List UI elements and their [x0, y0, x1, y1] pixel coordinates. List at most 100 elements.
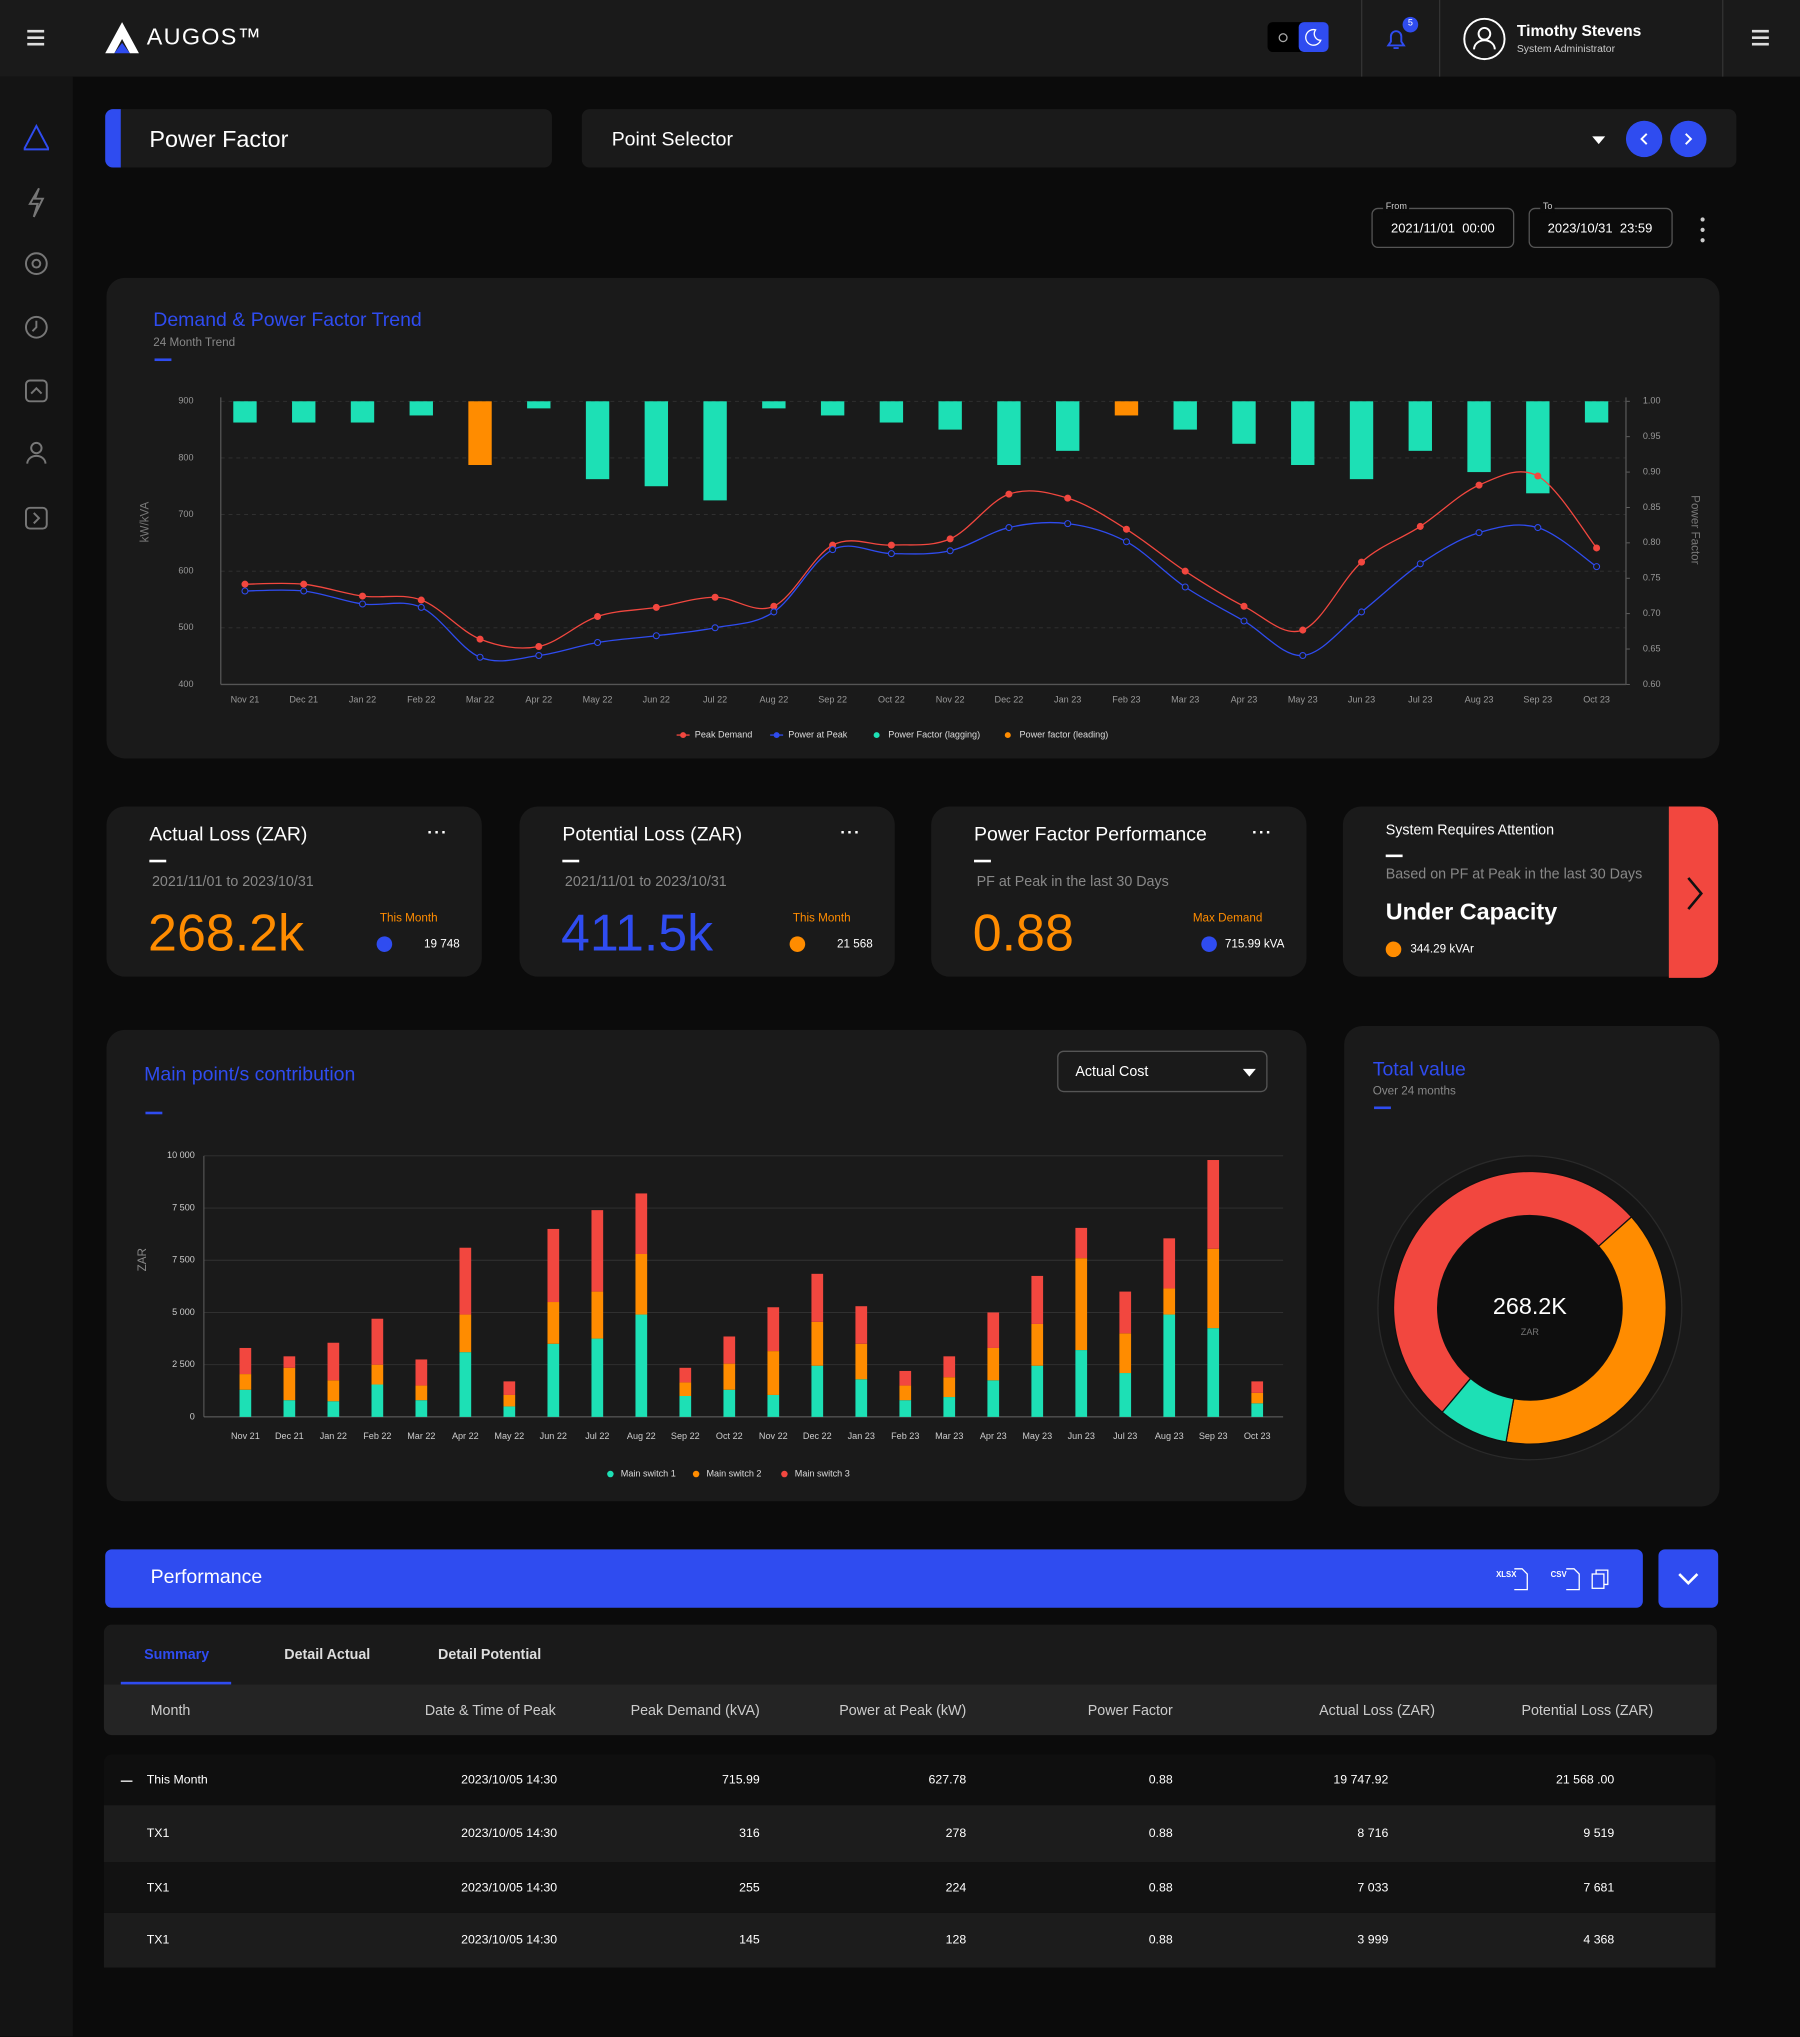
table-cell: 316 — [739, 1826, 760, 1841]
page-title-box — [105, 109, 552, 168]
kpi-menu[interactable]: ··· — [840, 822, 862, 842]
table-cell: 2023/10/05 14:30 — [461, 1826, 558, 1841]
pager — [1625, 120, 1707, 158]
kpi-side-value: 19 748 — [423, 937, 460, 951]
alert-strip[interactable] — [1668, 806, 1719, 978]
underline — [145, 1111, 163, 1114]
kpi-subtitle: 2021/11/01 to 2023/10/31 — [564, 874, 727, 891]
export-icons — [1514, 1568, 1609, 1591]
table-cell: TX1 — [146, 1826, 170, 1841]
menu-button[interactable] — [23, 26, 49, 49]
tab-underline — [120, 1681, 232, 1685]
kpi-dash — [1385, 854, 1403, 857]
collapse-button[interactable] — [1658, 1549, 1719, 1608]
table-cell: 2023/10/05 14:30 — [461, 1880, 558, 1895]
sun-icon — [1278, 33, 1288, 43]
kpi-card — [1342, 806, 1719, 977]
chart-title: Main point/s contribution — [144, 1063, 356, 1086]
kpi-menu[interactable]: ··· — [427, 822, 449, 842]
table-row[interactable] — [103, 1805, 1716, 1863]
table-header — [103, 1684, 1717, 1736]
kpi-side-value: 344.29 kVAr — [1410, 942, 1474, 956]
table-cell: 0.88 — [1148, 1880, 1173, 1895]
collapse-icon[interactable] — [120, 1779, 133, 1782]
column-header: Actual Loss (ZAR) — [1319, 1703, 1436, 1719]
avatar[interactable] — [1462, 17, 1506, 61]
export-xlsx[interactable]: XLSX — [1496, 1571, 1517, 1580]
date-from-value: 2021/11/01 00:00 — [1390, 222, 1495, 237]
nav-logout[interactable] — [24, 506, 48, 530]
nav-reports[interactable] — [24, 379, 48, 403]
kpi-value: 411.5k — [561, 905, 714, 963]
performance-bar — [105, 1549, 1643, 1608]
date-to-value: 2023/10/31 23:59 — [1547, 222, 1653, 237]
table-cell: 278 — [945, 1826, 967, 1841]
column-header: Power at Peak (kW) — [839, 1703, 967, 1719]
kpi-title: Potential Loss (ZAR) — [562, 823, 743, 846]
sidebar-icons — [23, 123, 50, 530]
nav-energy[interactable] — [28, 187, 45, 218]
cost-dropdown-label: Actual Cost — [1075, 1064, 1149, 1080]
kpi-value: Under Capacity — [1385, 898, 1558, 925]
point-selector[interactable] — [581, 109, 1737, 168]
date-from-label: From — [1383, 202, 1410, 214]
column-header: Month — [150, 1703, 191, 1719]
chart-title: Total value — [1372, 1058, 1466, 1081]
table-cell: 2023/10/05 14:30 — [461, 1932, 558, 1948]
menu-button[interactable] — [1748, 26, 1774, 49]
table-cell: 0.88 — [1148, 1826, 1173, 1841]
table-row[interactable] — [103, 1912, 1716, 1968]
prev-button[interactable] — [1625, 120, 1663, 158]
xlsx-button[interactable] — [1514, 1568, 1528, 1591]
top-bar — [0, 0, 1800, 77]
nav-settings[interactable] — [24, 252, 48, 275]
table-cell: 19 747.92 — [1333, 1772, 1389, 1787]
page-title: Power Factor — [149, 126, 289, 153]
dropdown-caret — [1592, 136, 1606, 145]
contribution-card — [106, 1029, 1307, 1502]
accent — [105, 109, 121, 168]
chart-subtitle: Over 24 months — [1372, 1083, 1456, 1097]
kpi-menu[interactable]: ··· — [1251, 822, 1273, 842]
export-csv[interactable]: CSV — [1550, 1571, 1567, 1580]
kpi-side-label: This Month — [792, 911, 851, 925]
alert-chevron — [1687, 877, 1703, 910]
copy-button[interactable] — [1591, 1573, 1605, 1589]
table-row[interactable] — [103, 1862, 1716, 1913]
kpi-side-value: 715.99 kVA — [1224, 937, 1285, 951]
date-from[interactable] — [1371, 207, 1515, 249]
table-cell: This Month — [146, 1772, 208, 1787]
bell-icon[interactable] — [1383, 26, 1409, 52]
kpi-icon — [1385, 941, 1402, 958]
table-cell: 715.99 — [721, 1772, 760, 1787]
nav-home[interactable] — [23, 123, 50, 151]
next-button[interactable] — [1670, 120, 1707, 158]
kpi-value: 0.88 — [972, 905, 1074, 963]
table-cell: 0.88 — [1148, 1772, 1173, 1787]
kpi-title: Actual Loss (ZAR) — [149, 823, 308, 846]
notification-badge — [1402, 16, 1419, 33]
tab[interactable]: Detail Potential — [438, 1647, 542, 1663]
kpi-subtitle: 2021/11/01 to 2023/10/31 — [151, 874, 314, 891]
tab[interactable]: Summary — [144, 1647, 210, 1663]
nav-users[interactable] — [30, 441, 43, 455]
csv-button[interactable] — [1566, 1568, 1580, 1591]
chevron — [1678, 1573, 1699, 1585]
logo — [105, 22, 139, 54]
kpi-subtitle: PF at Peak in the last 30 Days — [976, 874, 1169, 891]
brand: AUGOS™ — [146, 23, 263, 50]
date-to[interactable] — [1528, 207, 1673, 249]
table-row[interactable] — [103, 1754, 1716, 1806]
more-menu[interactable] — [1696, 214, 1709, 245]
moon-button — [1298, 22, 1329, 52]
kpi-dash — [974, 859, 991, 862]
divider — [1438, 0, 1441, 77]
kpi-dash — [149, 859, 167, 862]
cost-dropdown[interactable] — [1057, 1050, 1268, 1093]
table-cell: 4 368 — [1583, 1932, 1615, 1948]
performance-title: Performance — [150, 1566, 263, 1589]
nav-history[interactable] — [24, 315, 48, 339]
theme-toggle[interactable] — [1267, 22, 1329, 52]
tab[interactable]: Detail Actual — [284, 1647, 371, 1663]
